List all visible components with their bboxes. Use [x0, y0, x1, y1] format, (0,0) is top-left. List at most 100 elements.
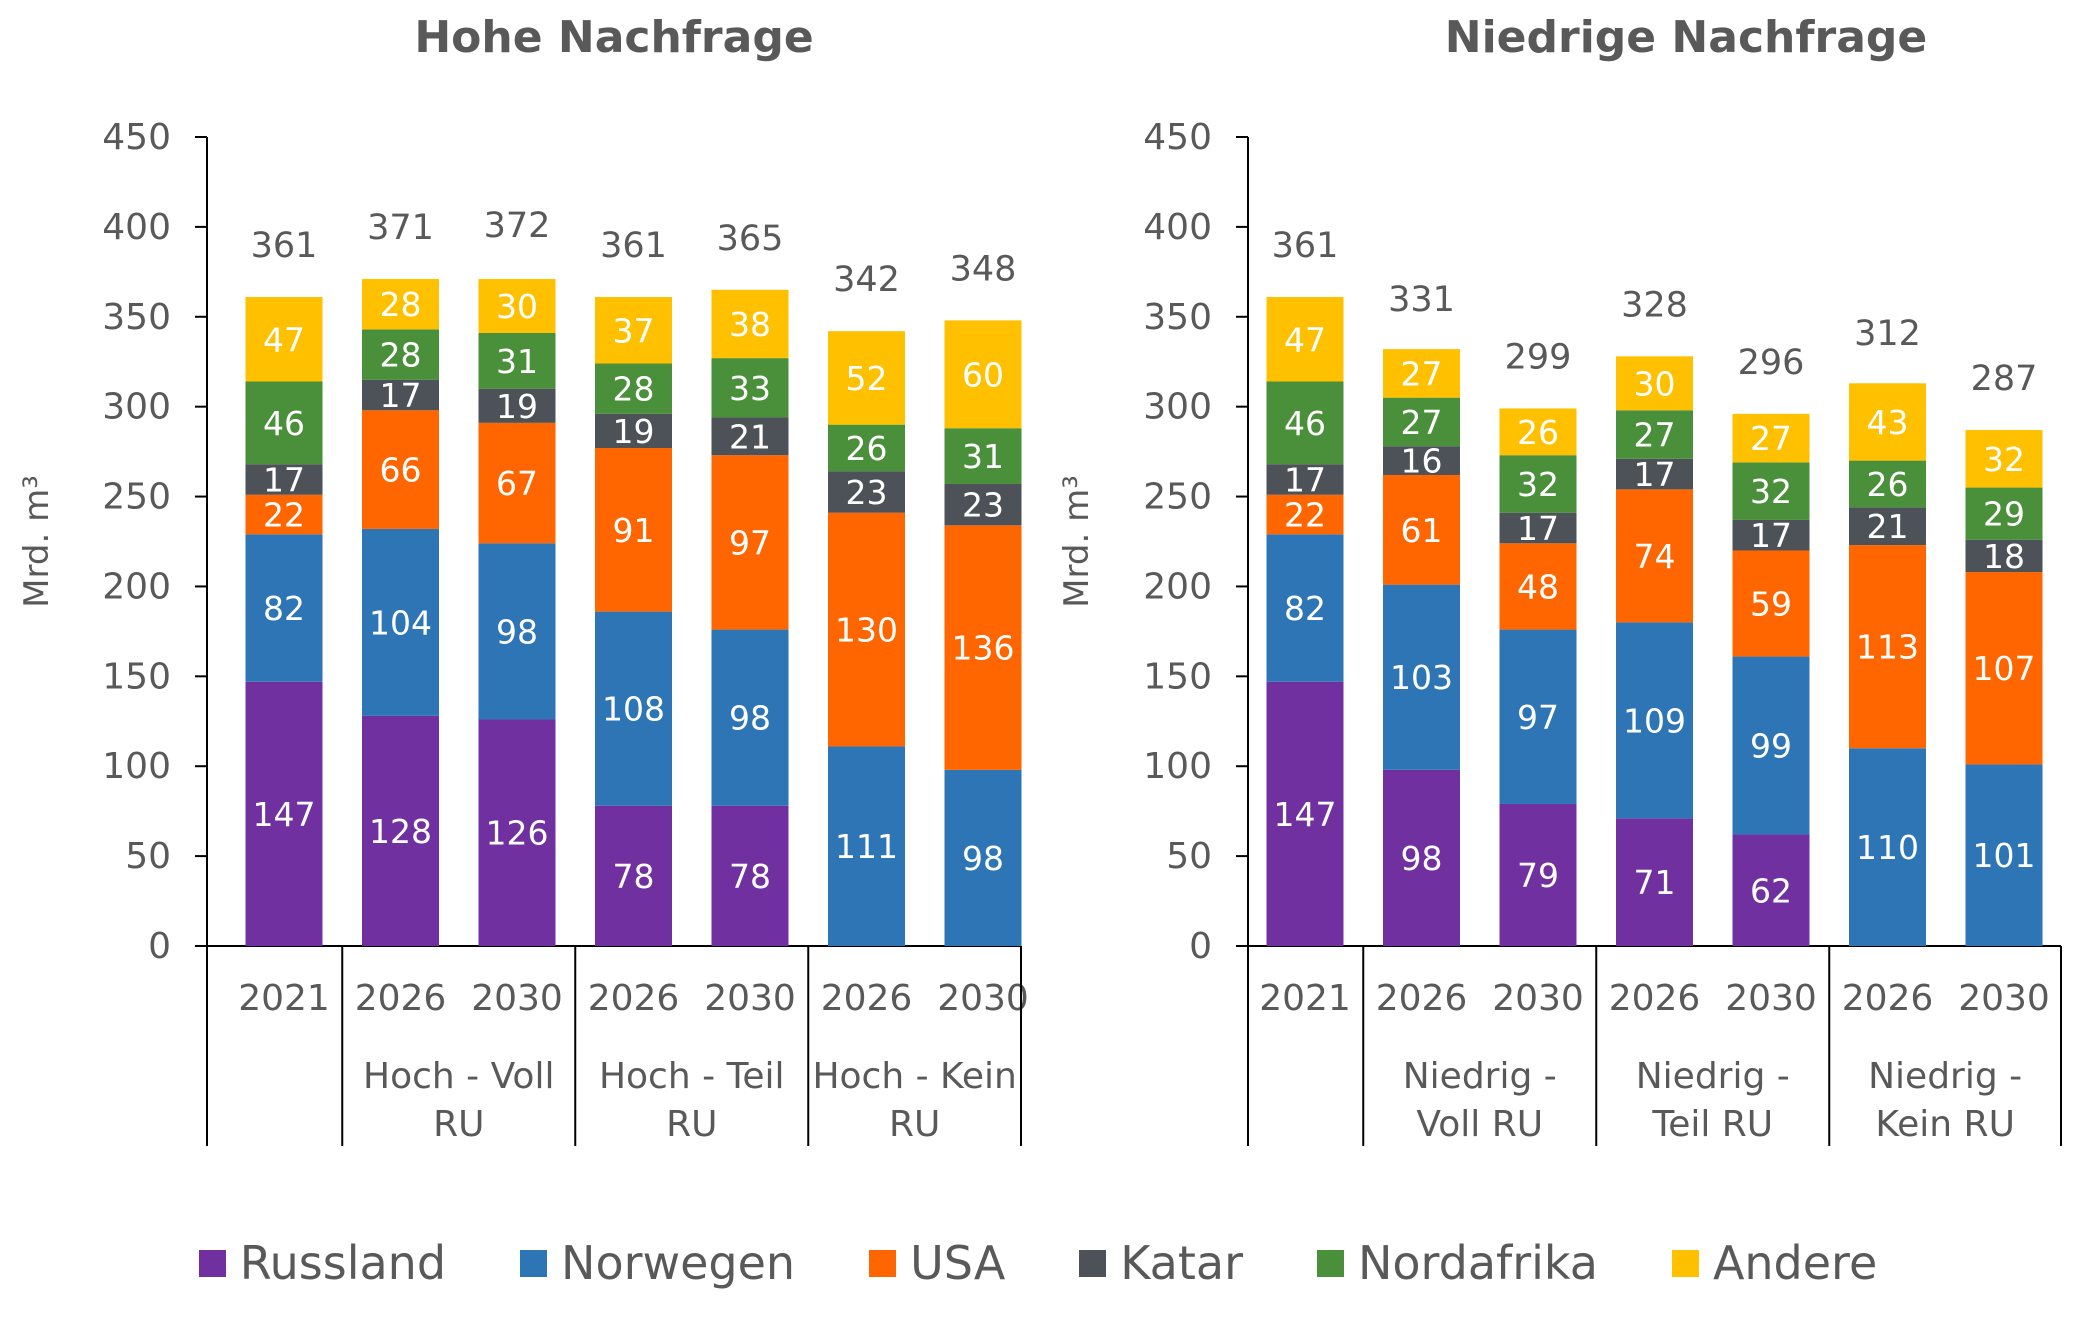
x-tick-label: 2026 [588, 978, 680, 1019]
chart-title: Hohe Nachfrage [414, 12, 813, 63]
data-label-usa: 91 [613, 511, 655, 550]
data-label-katar: 19 [613, 412, 655, 451]
data-label-usa: 22 [263, 496, 305, 535]
bar-segment-usa [828, 512, 905, 747]
data-label-norwegen: 98 [962, 839, 1004, 878]
bar-segment-nordafrika [362, 329, 439, 380]
bar-segment-norwegen [1965, 764, 2043, 946]
bar-segment-norwegen [362, 528, 439, 716]
y-tick-label: 450 [102, 117, 171, 158]
y-tick-label: 100 [1143, 746, 1212, 787]
data-label-usa: 113 [1856, 628, 1919, 667]
bar-segment-nordafrika [711, 358, 789, 418]
bar-segment-norwegen [595, 611, 672, 806]
legend-item-nordafrika: Nordafrika [1316, 1236, 1598, 1290]
bar-segment-usa [1266, 494, 1344, 535]
data-label-nordafrika: 32 [1517, 465, 1559, 504]
data-label-nordafrika: 32 [1750, 472, 1792, 511]
bar-segment-katar [1732, 519, 1810, 551]
bar-segment-andere [711, 289, 789, 359]
data-label-russland: 71 [1634, 863, 1676, 902]
group-label-line: RU [889, 1104, 940, 1145]
y-tick-label: 50 [125, 836, 171, 877]
data-label-nordafrika: 27 [1401, 403, 1443, 442]
x-tick-label: 2021 [238, 978, 330, 1019]
bar-segment-katar [1499, 512, 1577, 544]
total-label: 361 [1272, 226, 1339, 266]
total-label: 287 [1971, 359, 2038, 399]
total-label: 365 [717, 219, 784, 259]
data-label-norwegen: 108 [602, 690, 665, 729]
x-tick-label: 2030 [937, 978, 1029, 1019]
data-label-nordafrika: 46 [1284, 404, 1326, 443]
chart-title: Niedrige Nachfrage [1445, 12, 1927, 63]
data-label-norwegen: 82 [1284, 589, 1326, 628]
y-tick-label: 200 [102, 566, 171, 607]
bar-segment-nordafrika [245, 381, 323, 465]
group-label-line: Voll RU [1416, 1104, 1543, 1145]
group-label: Hoch - Teil RU [599, 1056, 785, 1145]
group-label: Hoch - Voll RU [363, 1056, 554, 1145]
data-label-usa: 67 [496, 464, 538, 503]
data-label-norwegen: 98 [729, 699, 771, 738]
bar-segment-norwegen [478, 543, 556, 720]
x-tick-label: 2030 [1492, 978, 1584, 1019]
y-tick-label: 200 [1143, 566, 1212, 607]
group-label-line: Niedrig - [1868, 1056, 2022, 1097]
bar-segment-katar [711, 417, 789, 456]
bar-segment-norwegen [828, 746, 905, 946]
y-tick-label: 0 [1189, 926, 1212, 967]
bar-segment-norwegen [1849, 748, 1926, 946]
y-tick-label: 250 [1143, 477, 1212, 518]
bar-segment-usa [1616, 489, 1693, 623]
bar-segment-katar [944, 483, 1022, 526]
bar-segment-russland [1499, 803, 1577, 946]
bar-segment-usa [1499, 543, 1577, 630]
bar-segment-russland [711, 805, 789, 946]
group-label: Niedrig - Voll RU [1403, 1056, 1557, 1145]
legend-label-katar: Katar [1120, 1236, 1243, 1290]
y-tick-label: 350 [1143, 297, 1212, 338]
y-tick-label: 400 [102, 207, 171, 248]
data-label-andere: 27 [1401, 354, 1443, 393]
y-tick-label: 400 [1143, 207, 1212, 248]
data-label-norwegen: 97 [1517, 698, 1559, 737]
bar-segment-usa [1965, 572, 2043, 765]
group-label-line: Niedrig - [1636, 1056, 1790, 1097]
bar-segment-norwegen [1732, 656, 1810, 835]
total-label: 348 [950, 249, 1017, 289]
y-tick-label: 300 [1143, 387, 1212, 428]
bar-segment-usa [478, 422, 556, 544]
bar-segment-andere [944, 320, 1022, 429]
x-tick-label: 2026 [1609, 978, 1701, 1019]
bar-segment-andere [1616, 356, 1693, 411]
data-label-nordafrika: 46 [263, 404, 305, 443]
bar-segment-russland [362, 715, 439, 946]
bar-segment-katar [595, 413, 672, 449]
bar-segment-usa [711, 455, 789, 630]
data-label-russland: 126 [486, 814, 549, 853]
bar-segment-russland [1732, 834, 1810, 946]
total-label: 361 [600, 226, 667, 266]
group-label-line: Hoch - Teil [599, 1056, 785, 1097]
data-label-usa: 130 [835, 611, 898, 650]
bar-segment-norwegen [1383, 584, 1460, 770]
legend-item-usa: USA [869, 1236, 1005, 1290]
data-label-andere: 27 [1750, 419, 1792, 458]
bar-segment-nordafrika [1499, 455, 1577, 513]
y-tick-label: 300 [102, 387, 171, 428]
data-label-usa: 136 [952, 629, 1015, 668]
legend: Russland Norwegen USA Katar Nordafrika A… [0, 1228, 2076, 1298]
legend-label-andere: Andere [1712, 1236, 1878, 1290]
legend-item-russland: Russland [198, 1236, 446, 1290]
data-label-nordafrika: 31 [962, 437, 1004, 476]
data-label-nordafrika: 28 [613, 370, 655, 409]
bar-segment-katar [478, 388, 556, 423]
data-label-norwegen: 111 [835, 827, 898, 866]
data-label-nordafrika: 27 [1634, 416, 1676, 455]
y-axis-title: Mrd. m³ [1057, 475, 1097, 608]
data-label-usa: 97 [729, 523, 771, 562]
x-tick-label: 2030 [1725, 978, 1817, 1019]
bar-segment-katar [362, 379, 439, 411]
bar-segment-russland [595, 805, 672, 946]
